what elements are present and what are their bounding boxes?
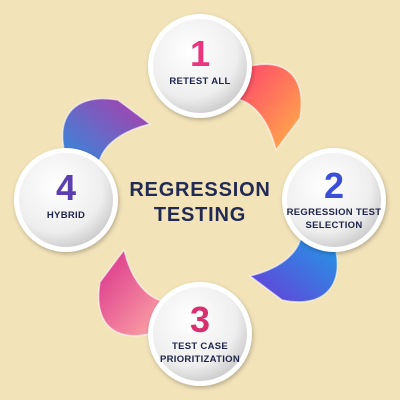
step-3-label: TEST CASE PRIORITIZATION (159, 341, 241, 365)
step-disc-4 (14, 148, 118, 252)
step-1-number: 1 (189, 33, 211, 74)
step-4-number: 4 (55, 167, 77, 208)
step-3: 3 TEST CASE PRIORITIZATION (150, 284, 250, 384)
step-1-label: RETEST ALL (169, 76, 231, 87)
step-2: 2 REGRESSION TEST SELECTION (284, 150, 384, 250)
step-3-number: 3 (189, 299, 211, 340)
step-2-label: REGRESSION TEST SELECTION (286, 207, 382, 231)
step-disc-1 (148, 14, 252, 118)
arc-2-to-3 (248, 231, 339, 303)
step-4-label: HYBRID (46, 210, 86, 221)
arc-3-to-4 (97, 248, 169, 337)
step-4: 4 HYBRID (16, 150, 116, 250)
step-disc-2 (282, 148, 386, 252)
diagram-title: REGRESSION TESTING (129, 179, 271, 226)
step-1: 1 RETEST ALL (150, 16, 250, 116)
arc-1-to-2 (231, 63, 303, 152)
step-2-number: 2 (323, 165, 345, 206)
step-disc-3 (148, 282, 252, 386)
arc-4-to-1 (61, 97, 152, 169)
